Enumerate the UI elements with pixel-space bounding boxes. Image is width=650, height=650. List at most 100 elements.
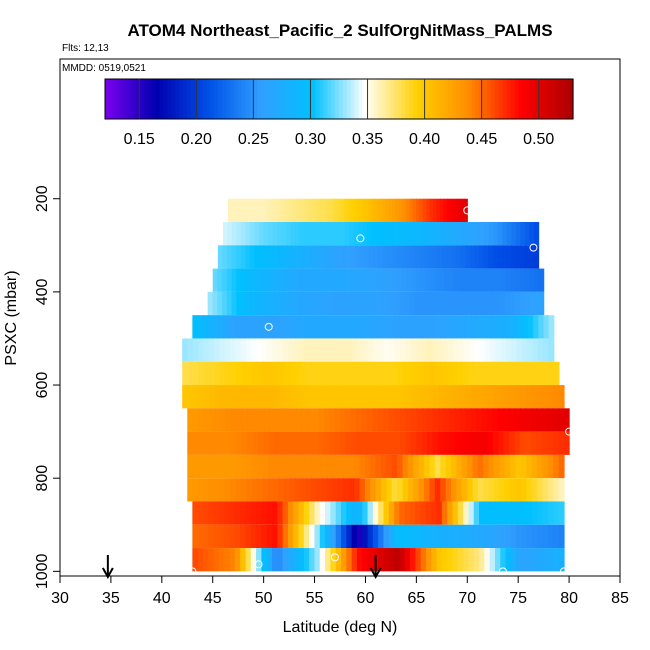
heatmap-cell <box>494 454 501 479</box>
heatmap-cell <box>479 338 486 362</box>
heatmap-cell <box>274 431 281 455</box>
heatmap-cell <box>378 524 385 549</box>
heatmap-cell <box>410 431 417 455</box>
heatmap-cell <box>349 361 355 386</box>
heatmap-cell <box>505 524 512 549</box>
heatmap-cell <box>558 501 565 525</box>
x-tick-label: 75 <box>509 590 527 607</box>
heatmap-cell <box>344 222 350 246</box>
heatmap-cell <box>473 524 480 549</box>
heatmap-cell <box>521 338 528 362</box>
heatmap-cell <box>218 548 225 572</box>
flight-marker <box>330 553 339 562</box>
x-tick-label: 50 <box>255 590 273 607</box>
heatmap-cell <box>553 478 560 502</box>
heatmap-cell <box>296 198 301 223</box>
heatmap-cell <box>429 361 436 386</box>
heatmap-cell <box>368 268 375 292</box>
heatmap-cell <box>314 524 321 549</box>
heatmap-cell <box>401 245 407 269</box>
heatmap-cell <box>219 478 226 502</box>
heatmap-cell <box>307 385 314 409</box>
heatmap-cell <box>192 501 199 525</box>
heatmap-cell <box>547 478 554 502</box>
heatmap-cell <box>246 454 253 479</box>
heatmap-cell <box>483 245 489 269</box>
heatmap-cell <box>289 291 295 316</box>
heatmap-cell <box>321 315 328 339</box>
heatmap-cell <box>351 524 358 549</box>
heatmap-cell <box>510 268 516 292</box>
heatmap-cell <box>337 454 344 479</box>
heatmap-cell <box>476 408 483 432</box>
heatmap-cell <box>247 385 254 409</box>
heatmap-cell <box>499 478 506 502</box>
heatmap-cell <box>344 198 349 223</box>
heatmap-cell <box>231 268 237 292</box>
heatmap-cell <box>345 431 352 455</box>
heatmap-cell <box>316 454 323 479</box>
heatmap-cell <box>534 222 540 246</box>
heatmap-cell <box>432 431 439 455</box>
heatmap-cell <box>280 408 287 432</box>
heatmap-cell <box>264 385 271 409</box>
colorbar-segment <box>362 79 367 119</box>
colorbar-segment <box>448 79 453 119</box>
heatmap-cell <box>491 315 498 339</box>
heatmap-cell <box>434 478 441 502</box>
heatmap-cell <box>530 408 537 432</box>
heatmap-cell <box>307 431 314 455</box>
heatmap-cell <box>197 315 204 339</box>
heatmap-cell <box>293 501 300 525</box>
heatmap-cell <box>192 478 199 502</box>
heatmap-cell <box>305 478 312 502</box>
colorbar-segment <box>292 79 297 119</box>
heatmap-cell <box>511 245 517 269</box>
colorbar-segment <box>545 79 551 119</box>
heatmap-cell <box>358 222 364 246</box>
heatmap-cell <box>537 548 544 572</box>
heatmap-cell <box>457 524 464 549</box>
heatmap-cell <box>434 222 440 246</box>
heatmap-cell <box>472 454 479 479</box>
heatmap-cell <box>346 338 353 362</box>
heatmap-cell <box>326 222 332 246</box>
heatmap-cell <box>537 361 544 386</box>
heatmap-cell <box>385 291 391 316</box>
heatmap-cell <box>394 385 401 409</box>
heatmap-cell <box>313 222 319 246</box>
heatmap-cell <box>514 291 521 316</box>
heatmap-cell <box>329 385 336 409</box>
y-axis-label: PSXC (mbar) <box>3 270 20 365</box>
heatmap-cell <box>537 338 544 362</box>
heatmap-cell <box>434 454 441 479</box>
colorbar-segment <box>549 79 555 119</box>
heatmap-cell <box>356 291 362 316</box>
x-tick-label: 30 <box>51 590 69 607</box>
heatmap-cell <box>419 245 425 269</box>
heatmap-cell <box>433 385 440 409</box>
heatmap-cell <box>354 478 361 502</box>
heatmap-cell <box>238 315 245 339</box>
heatmap-cell <box>443 431 450 455</box>
heatmap-cell <box>503 408 510 432</box>
heatmap-cell <box>494 478 501 502</box>
heatmap-cell <box>392 198 397 223</box>
heatmap-cell <box>476 315 483 339</box>
heatmap-cell <box>247 431 254 455</box>
colorbar-segment <box>284 79 289 119</box>
heatmap-cell <box>313 291 319 316</box>
colorbar-segment <box>424 79 430 119</box>
heatmap-cell <box>311 315 317 339</box>
heatmap-cell <box>229 338 236 362</box>
heatmap-cell <box>542 361 549 386</box>
heatmap-cell <box>286 245 292 269</box>
heatmap-cell <box>429 478 436 502</box>
heatmap-cell <box>511 338 518 362</box>
heatmap-cell <box>468 268 474 292</box>
heatmap-cell <box>288 268 294 292</box>
heatmap-cell <box>537 524 544 549</box>
colorbar-segment <box>257 79 262 119</box>
heatmap-cell <box>408 361 415 386</box>
heatmap-cell <box>507 315 514 339</box>
